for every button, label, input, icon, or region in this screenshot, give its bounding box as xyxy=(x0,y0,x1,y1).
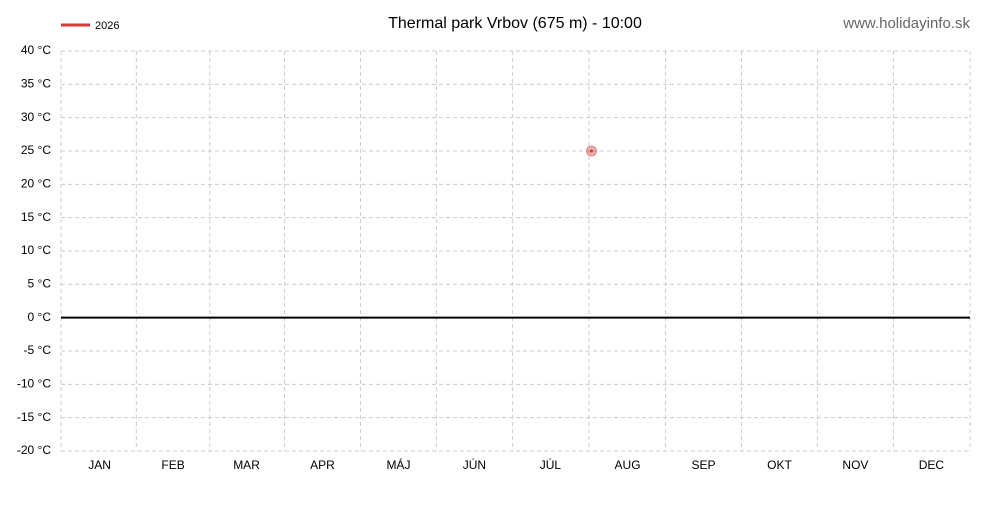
y-tick-label: -20 °C xyxy=(17,443,51,457)
x-tick-label: MÁJ xyxy=(386,457,410,472)
y-tick-label: 20 °C xyxy=(21,177,51,191)
y-tick-label: -15 °C xyxy=(17,410,51,424)
y-tick-label: 35 °C xyxy=(21,77,51,91)
data-point-center xyxy=(589,149,593,153)
x-tick-label: DEC xyxy=(919,458,945,472)
y-tick-label: 30 °C xyxy=(21,110,51,124)
y-tick-label: 0 °C xyxy=(28,310,52,324)
y-tick-label: 40 °C xyxy=(21,43,51,57)
y-tick-label: 25 °C xyxy=(21,143,51,157)
x-tick-label: OKT xyxy=(767,458,792,472)
x-tick-label: SEP xyxy=(692,458,716,472)
x-tick-label: JÚL xyxy=(540,457,562,472)
chart-title: Thermal park Vrbov (675 m) - 10:00 xyxy=(388,15,642,32)
y-tick-label: 5 °C xyxy=(28,277,52,291)
x-tick-label: MAR xyxy=(233,458,260,472)
x-tick-label: AUG xyxy=(615,458,641,472)
x-tick-label: JÚN xyxy=(463,457,486,472)
y-tick-label: 15 °C xyxy=(21,210,51,224)
x-tick-label: APR xyxy=(310,458,335,472)
x-tick-label: FEB xyxy=(161,458,184,472)
source: www.holidayinfo.sk xyxy=(842,15,970,32)
y-tick-label: -10 °C xyxy=(17,377,51,391)
x-tick-label: JAN xyxy=(88,458,111,472)
legend-label: 2026 xyxy=(95,20,119,32)
x-tick-label: NOV xyxy=(842,458,868,472)
y-tick-label: -5 °C xyxy=(24,343,52,357)
y-tick-label: 10 °C xyxy=(21,243,51,257)
